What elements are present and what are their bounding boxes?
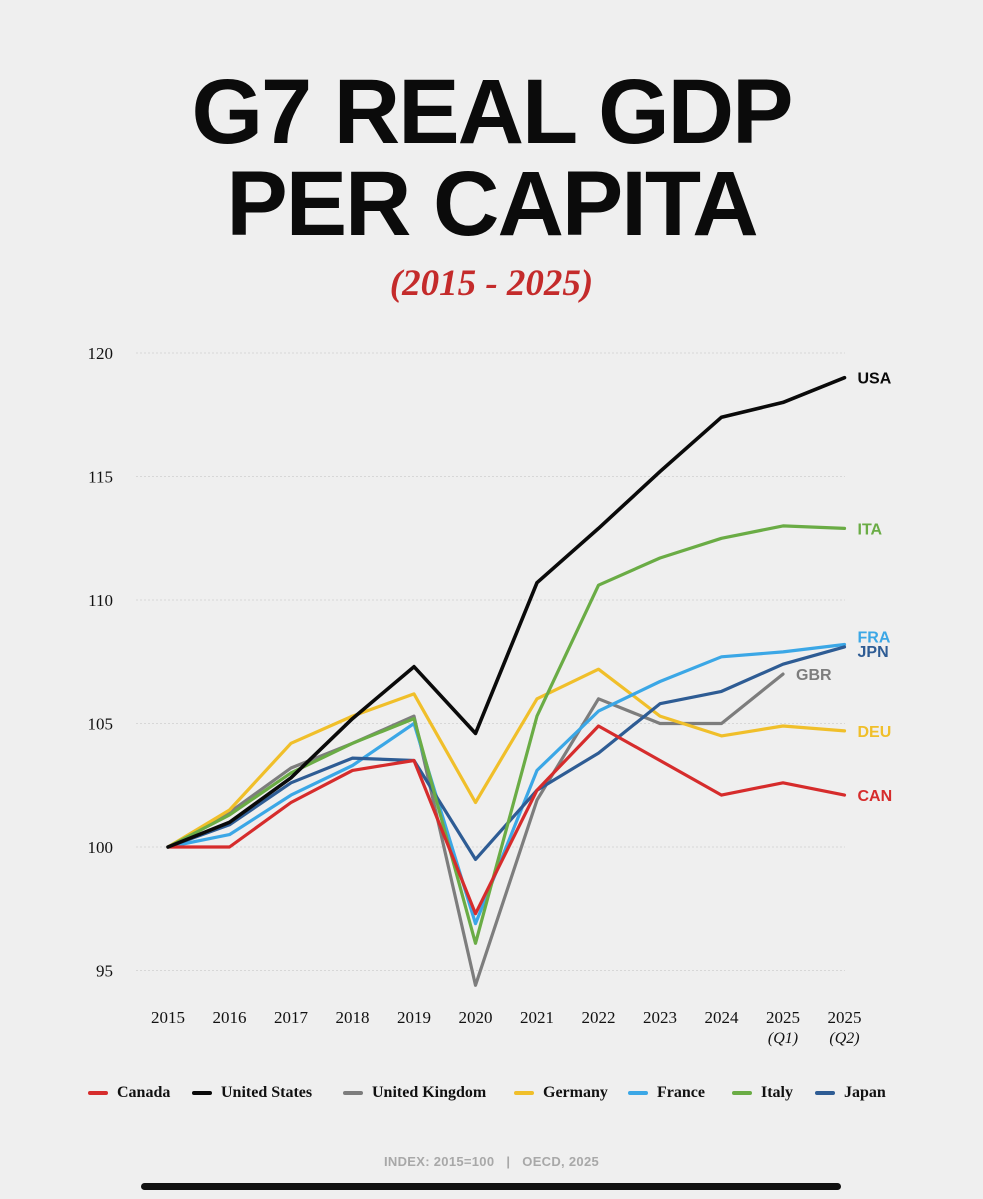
legend: Canada United States United Kingdom Germany… — [0, 1081, 983, 1105]
index-note: INDEX: 2015=100 — [383, 1154, 495, 1169]
x-tick-label: 2021 — [520, 1008, 554, 1027]
x-tick-label: 2022 — [582, 1008, 616, 1027]
series-lines — [166, 375, 847, 987]
x-axis-ticks: 2015 2016 2017 2018 2019 2020 2021 2022 2023 2024… — [151, 1008, 862, 1047]
legend-swatch — [343, 1091, 363, 1095]
legend-swatch — [628, 1091, 648, 1095]
legend-swatch — [192, 1091, 212, 1095]
series-line-usa — [166, 375, 847, 849]
legend-item-can: Canada — [88, 1081, 170, 1105]
legend-label: Japan — [844, 1084, 886, 1101]
end-label-deu: DEU — [858, 724, 892, 741]
legend-item-fra: France — [628, 1081, 705, 1105]
legend-item-jpn: Japan — [815, 1081, 886, 1105]
title-line-2: PER CAPITA — [226, 153, 758, 255]
series-line-deu — [166, 667, 847, 849]
end-label-usa: USA — [858, 371, 892, 388]
series-line-ita — [166, 524, 847, 945]
legend-label: Germany — [543, 1084, 608, 1101]
x-tick-label: 2017 — [274, 1008, 309, 1027]
series-line-can — [166, 724, 847, 916]
end-label-ita: ITA — [858, 521, 883, 538]
x-tick-label: 2025 — [828, 1008, 862, 1027]
home-indicator[interactable] — [141, 1183, 841, 1190]
legend-item-ita: Italy — [732, 1081, 793, 1105]
chart-subtitle: (2015 - 2025) — [389, 263, 594, 304]
legend-label: United States — [221, 1084, 313, 1101]
legend-swatch — [732, 1091, 752, 1095]
y-tick-label: 120 — [88, 344, 114, 363]
x-tick-label: 2020 — [459, 1008, 493, 1027]
legend-label: United Kingdom — [372, 1084, 487, 1101]
x-tick-label: 2018 — [336, 1008, 370, 1027]
footer-separator: | — [506, 1154, 511, 1169]
x-tick-label: 2015 — [151, 1008, 185, 1027]
legend-swatch — [514, 1091, 534, 1095]
series-line-fra — [166, 642, 847, 926]
x-tick-label: 2023 — [643, 1008, 677, 1027]
y-tick-label: 115 — [88, 468, 113, 487]
end-label-fra: FRA — [858, 629, 891, 646]
legend-item-deu: Germany — [514, 1081, 608, 1105]
legend-swatch — [815, 1091, 835, 1095]
footer-note: INDEX: 2015=100 | OECD, 2025 — [0, 1154, 983, 1169]
legend-item-usa: United States — [192, 1081, 312, 1105]
source-note: OECD, 2025 — [522, 1154, 599, 1169]
y-tick-label: 105 — [88, 715, 114, 734]
x-tick-label: 2025 — [766, 1008, 800, 1027]
x-tick-label: 2024 — [705, 1008, 740, 1027]
y-axis-ticks: 95 100 105 110 115 120 — [88, 344, 114, 981]
gridlines — [136, 352, 845, 971]
end-label-gbr: GBR — [796, 667, 832, 684]
legend-item-gbr: United Kingdom — [343, 1081, 486, 1105]
y-tick-label: 110 — [88, 591, 113, 610]
y-tick-label: 95 — [96, 962, 113, 981]
x-tick-sublabel: (Q2) — [829, 1030, 859, 1047]
x-tick-sublabel: (Q1) — [768, 1030, 798, 1047]
x-tick-label: 2019 — [397, 1008, 431, 1027]
legend-label: Italy — [761, 1084, 793, 1101]
title-line-1: G7 REAL GDP — [191, 61, 794, 163]
legend-label: Canada — [117, 1084, 171, 1101]
legend-label: France — [657, 1084, 705, 1101]
y-tick-label: 100 — [88, 838, 114, 857]
end-label-jpn: JPN — [858, 644, 889, 661]
chart-title: G7 REAL GDP PER CAPITA — [0, 66, 983, 250]
legend-swatch — [88, 1091, 108, 1095]
x-tick-label: 2016 — [213, 1008, 247, 1027]
end-label-can: CAN — [858, 788, 893, 805]
